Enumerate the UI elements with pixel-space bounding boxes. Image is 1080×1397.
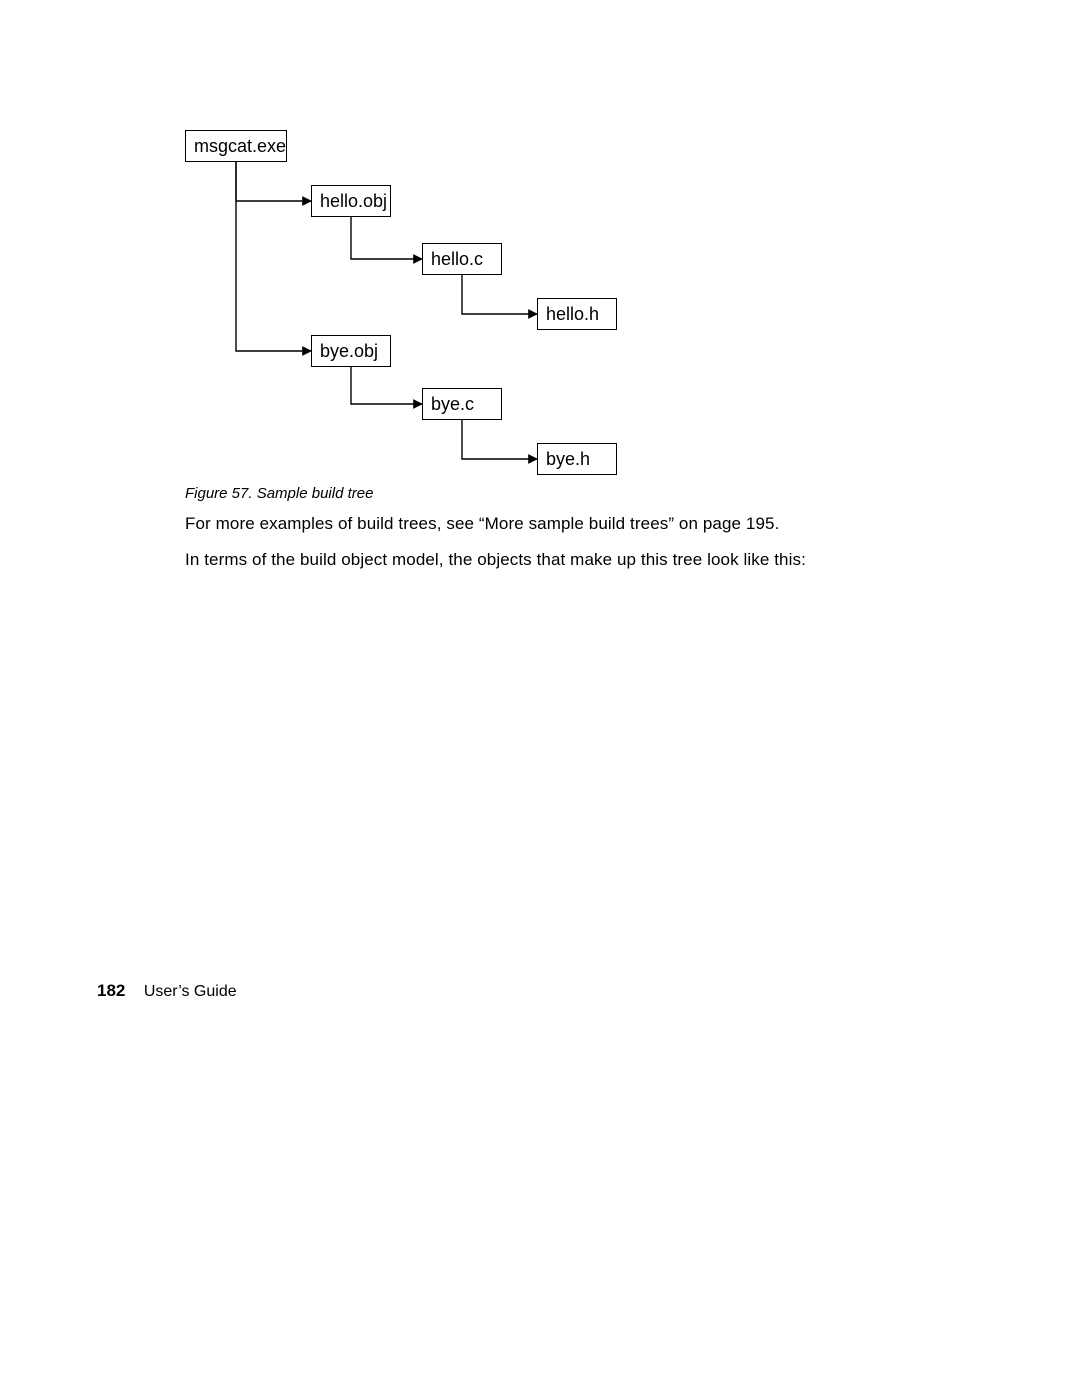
page-footer: 182 User’s Guide [97,981,237,1001]
build-tree-diagram: msgcat.exe hello.obj hello.c hello.h bye.obj… [185,130,645,480]
tree-node-msgcat: msgcat.exe [185,130,287,162]
tree-node-hello_c: hello.c [422,243,502,275]
figure-caption: Figure 57. Sample build tree [185,485,373,502]
document-page: msgcat.exe hello.obj hello.c hello.h bye.obj… [0,0,1080,1397]
tree-node-hello_h: hello.h [537,298,617,330]
tree-node-bye_c: bye.c [422,388,502,420]
tree-node-hello_obj: hello.obj [311,185,391,217]
tree-node-bye_h: bye.h [537,443,617,475]
paragraph-1: For more examples of build trees, see “M… [185,514,779,534]
page-number: 182 [97,981,125,1000]
paragraph-2: In terms of the build object model, the … [185,550,806,570]
book-title: User’s Guide [144,983,237,1000]
tree-node-bye_obj: bye.obj [311,335,391,367]
